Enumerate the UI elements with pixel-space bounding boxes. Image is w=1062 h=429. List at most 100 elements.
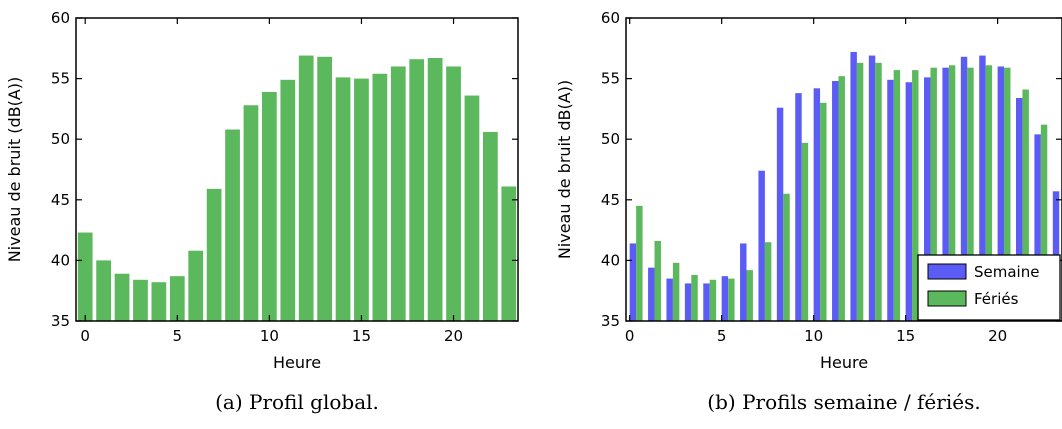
bar-semaine <box>850 51 857 321</box>
bar-semaine <box>887 79 894 321</box>
x-tick-label: 0 <box>80 327 90 345</box>
bar-global <box>317 56 332 322</box>
y-tick-label: 50 <box>601 130 620 148</box>
bar-feries <box>930 67 937 321</box>
bar-global <box>114 273 130 321</box>
legend-label-semaine: Semaine <box>974 263 1039 281</box>
y-tick-label: 60 <box>601 9 620 27</box>
bar-feries <box>636 205 643 321</box>
bar-semaine <box>905 82 913 322</box>
y-tick-label: 50 <box>51 130 70 148</box>
bar-feries <box>709 279 717 321</box>
bar-feries <box>967 67 974 321</box>
bar-global <box>133 279 148 321</box>
x-tick-label: 15 <box>896 327 915 345</box>
y-tick-label: 55 <box>601 70 620 88</box>
bar-feries <box>1022 89 1029 322</box>
bar-semaine <box>721 276 729 321</box>
bar-semaine <box>1034 134 1041 321</box>
bar-feries <box>893 70 901 321</box>
y-tick-label: 45 <box>601 191 620 209</box>
bar-feries <box>801 142 809 321</box>
bar-semaine <box>997 66 1005 321</box>
x-tick-label: 20 <box>444 327 463 345</box>
bar-global <box>501 186 517 321</box>
bar-semaine <box>666 278 673 321</box>
y-tick-label: 45 <box>51 191 70 209</box>
legend-swatch-semaine <box>927 263 967 280</box>
bar-semaine <box>740 243 747 321</box>
y-tick-label: 35 <box>601 312 620 330</box>
legend-label-feries: Fériés <box>974 290 1019 308</box>
bar-feries <box>856 62 864 322</box>
bar-semaine <box>648 267 655 321</box>
bar-feries <box>820 102 827 321</box>
bar-feries <box>764 242 772 321</box>
bar-global <box>77 232 93 321</box>
bar-global <box>483 131 498 321</box>
bar-global <box>427 57 443 321</box>
bar-semaine <box>924 77 931 321</box>
caption-semaine-feries: (b) Profils semaine / fériés. <box>707 390 980 414</box>
bar-feries <box>948 65 956 321</box>
y-tick-label: 40 <box>601 251 620 269</box>
x-tick-label: 10 <box>260 327 279 345</box>
bar-feries <box>728 278 735 321</box>
bar-global <box>206 188 222 321</box>
plot-frame-semaine-feries <box>625 17 1062 322</box>
y-tick-label: 35 <box>51 312 70 330</box>
ticks-semaine-feries: 0 5 10 15 20 35 40 45 50 55 60 <box>601 9 1062 345</box>
chart-semaine-feries: 0 5 10 15 20 35 40 45 50 55 60 Heure Niveau de bru… <box>555 9 1062 414</box>
y-tick-label: 60 <box>51 9 70 27</box>
bar-global <box>446 66 461 321</box>
bar-feries <box>691 274 698 321</box>
bar-feries <box>838 76 845 322</box>
bar-global <box>390 66 406 321</box>
plot-frame-global <box>75 17 519 322</box>
bar-global <box>188 250 204 321</box>
bar-feries <box>783 193 790 321</box>
x-tick-label: 5 <box>717 327 727 345</box>
bar-feries <box>654 241 661 321</box>
bar-global <box>372 73 388 321</box>
x-tick-label: 5 <box>173 327 183 345</box>
caption-global: (a) Profil global. <box>215 390 379 414</box>
bar-semaine <box>776 107 784 321</box>
bar-semaine <box>795 93 802 321</box>
bar-semaine <box>832 81 839 321</box>
bar-global <box>464 95 480 322</box>
bar-semaine <box>629 243 637 321</box>
bar-semaine <box>960 56 968 322</box>
bar-global <box>409 59 425 321</box>
x-tick-label: 0 <box>625 327 635 345</box>
bar-global <box>243 105 259 321</box>
bar-global <box>151 282 167 321</box>
bar-global <box>335 77 351 321</box>
y-axis-label-semaine-feries: Niveau de bruit dB(A)) <box>555 80 574 259</box>
bar-feries <box>1040 124 1048 321</box>
bar-semaine <box>813 88 821 322</box>
y-axis-label-global: Niveau de bruit (dB(A)) <box>5 77 24 263</box>
bar-semaine <box>1016 97 1023 321</box>
x-tick-label: 20 <box>988 327 1007 345</box>
bar-feries <box>746 270 753 321</box>
y-tick-label: 40 <box>51 251 70 269</box>
bar-feries <box>1004 67 1011 321</box>
y-tick-label: 55 <box>51 70 70 88</box>
ticks-global: 0 5 10 15 20 35 40 45 50 55 60 <box>51 9 518 345</box>
bar-global <box>262 91 277 321</box>
x-tick-label: 15 <box>352 327 371 345</box>
bar-semaine <box>758 170 765 321</box>
x-tick-label: 10 <box>804 327 823 345</box>
chart-global: 0 5 10 15 20 35 40 45 50 55 60 Heure Niveau de bru… <box>5 9 519 414</box>
bar-semaine <box>868 55 876 322</box>
bar-global <box>298 55 314 322</box>
x-axis-label-semaine-feries: Heure <box>820 353 868 372</box>
bar-feries <box>912 70 919 321</box>
bar-global <box>225 129 240 321</box>
bar-global <box>280 79 296 321</box>
bar-feries <box>985 65 993 321</box>
bar-semaine <box>703 283 710 321</box>
bar-feries <box>672 262 680 321</box>
